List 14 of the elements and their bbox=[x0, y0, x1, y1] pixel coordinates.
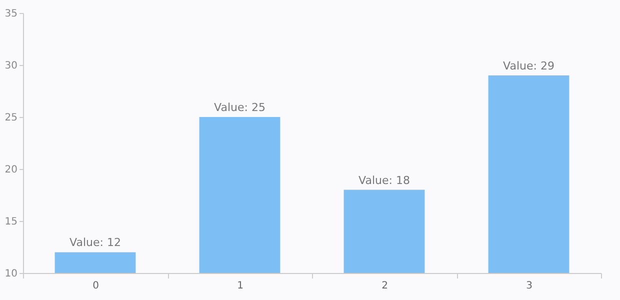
y-tick-label: 25 bbox=[4, 112, 18, 124]
y-tick-label: 10 bbox=[4, 268, 18, 280]
y-tick-label: 15 bbox=[4, 216, 18, 228]
y-tick-label: 20 bbox=[4, 164, 18, 176]
x-tick-label: 3 bbox=[526, 280, 532, 292]
x-tick-label: 1 bbox=[237, 280, 244, 292]
x-tick-label: 2 bbox=[382, 280, 388, 292]
data-label: Value: 25 bbox=[214, 101, 266, 114]
data-label: Value: 12 bbox=[70, 236, 121, 250]
y-tick-label: 35 bbox=[4, 8, 18, 20]
y-tick-label: 30 bbox=[4, 60, 18, 72]
data-label: Value: 29 bbox=[503, 59, 554, 72]
data-label: Value: 18 bbox=[358, 174, 410, 187]
x-tick-label: 0 bbox=[92, 280, 99, 292]
